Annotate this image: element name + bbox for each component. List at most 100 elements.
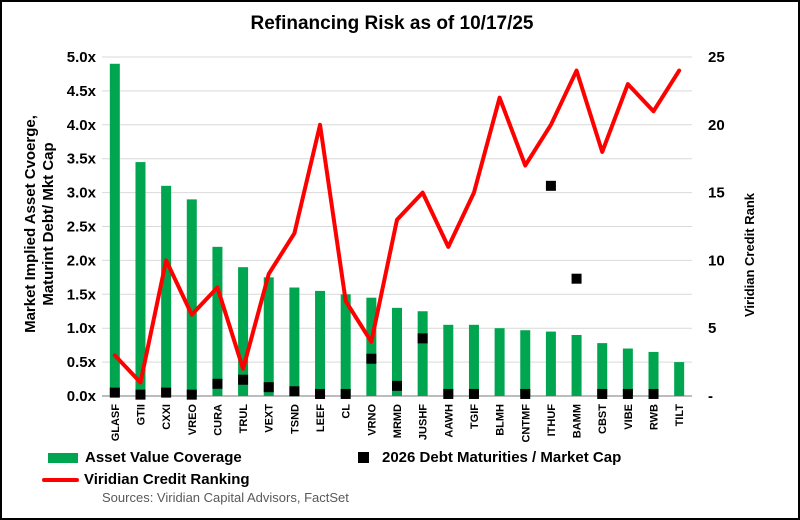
bar-RWB (648, 351, 659, 396)
bar-AAWH (443, 324, 454, 396)
square-TRUL (238, 374, 249, 385)
credit-ranking-line (112, 68, 682, 385)
category-label-TSND: TSND (289, 404, 301, 434)
category-label-AAWH: AAWH (443, 404, 455, 438)
bar-CL (340, 294, 351, 396)
category-label-VRNO: VRNO (366, 404, 378, 436)
square-TSND (289, 386, 300, 397)
bar-BAMM (571, 334, 582, 396)
source-note: Sources: Viridian Capital Advisors, Fact… (102, 490, 349, 505)
square-CBST (597, 388, 608, 399)
right-axis-tick: 20 (708, 117, 725, 134)
square-MRMD (392, 380, 402, 391)
square-VRNO (366, 353, 377, 364)
category-label-CBST: CBST (597, 404, 609, 434)
bar-series-swatch (48, 452, 78, 463)
category-label-VIBE: VIBE (623, 404, 635, 430)
square-GLASF (109, 387, 120, 398)
bar-ITHUF (545, 331, 556, 396)
left-axis-tick: 1.5x (67, 286, 97, 303)
category-label-BLMH: BLMH (495, 404, 507, 436)
square-GTII (135, 389, 146, 400)
legend-item-credit-ranking: Viridian Credit Ranking (42, 471, 250, 488)
bar-TRUL (238, 267, 249, 396)
bar-CURA (212, 246, 223, 396)
right-axis-tick: 15 (708, 185, 725, 202)
left-axis-tick: 0.5x (67, 354, 97, 371)
bar-BLMH (494, 328, 505, 396)
left-axis-tick: 1.0x (67, 320, 97, 337)
bar-JUSHF (417, 311, 428, 396)
square-VIBE (622, 388, 633, 399)
category-label-CL: CL (341, 404, 353, 419)
legend-label-credit-ranking: Viridian Credit Ranking (84, 471, 250, 488)
bar-GTII (135, 162, 146, 396)
category-label-GLASF: GLASF (110, 404, 122, 442)
category-label-TRUL: TRUL (238, 404, 250, 434)
square-TGIF (468, 388, 479, 399)
square-ITHUF (545, 180, 556, 191)
bar-VEXT (263, 277, 274, 396)
bar-CXXI (161, 185, 172, 396)
category-label-GTII: GTII (135, 404, 147, 425)
left-axis-tick: 0.0x (67, 388, 97, 405)
right-axis-tick: 10 (708, 252, 725, 269)
square-AAWH (443, 388, 454, 399)
line-series-swatch (42, 477, 79, 482)
square-CURA (212, 378, 223, 389)
left-axis-tick: 2.5x (67, 219, 97, 236)
square-LEEF (315, 388, 326, 399)
square-CNTMF (520, 388, 531, 399)
left-axis-tick: 3.5x (67, 151, 97, 168)
category-label-TILT: TILT (674, 404, 686, 427)
bar-TGIF (468, 324, 479, 396)
category-label-JUSHF: JUSHF (418, 404, 430, 440)
bar-VRNO (366, 297, 377, 396)
category-label-BAMM: BAMM (572, 404, 584, 438)
square-CL (340, 388, 351, 399)
square-RWB (648, 388, 659, 399)
right-axis-tick: 5 (708, 320, 716, 337)
bar-LEEF (315, 290, 326, 396)
category-label-VEXT: VEXT (264, 404, 276, 433)
square-CXXI (161, 387, 172, 398)
left-axis-tick: 4.0x (67, 117, 97, 134)
category-label-CNTMF: CNTMF (520, 404, 532, 443)
category-label-TGIF: TGIF (469, 404, 481, 429)
legend-item-asset-value-coverage: Asset Value Coverage (48, 449, 242, 466)
square-VEXT (263, 382, 274, 393)
right-axis-tick: - (708, 388, 713, 405)
bar-VIBE (622, 348, 633, 396)
right-axis-tick: 25 (708, 49, 725, 66)
bar-TSND (289, 287, 300, 396)
left-axis-tick: 3.0x (67, 185, 97, 202)
square-series-swatch (358, 452, 369, 463)
bar-GLASF (109, 63, 120, 396)
bar-CNTMF (520, 330, 531, 396)
square-VREO (186, 389, 197, 400)
bar-CBST (597, 343, 608, 396)
category-label-RWB: RWB (649, 404, 661, 430)
bar-MRMD (392, 307, 402, 396)
left-axis-title: Maturint Debt/ Mkt Cap (40, 142, 57, 305)
left-axis-tick: 4.5x (67, 83, 97, 100)
category-label-LEEF: LEEF (315, 404, 327, 432)
right-axis-title: Viridian Credit Rank (742, 192, 757, 317)
left-axis-tick: 2.0x (67, 252, 97, 269)
category-label-VREO: VREO (187, 404, 199, 436)
square-BAMM (571, 273, 582, 284)
category-label-CXXI: CXXI (161, 404, 173, 430)
category-label-ITHUF: ITHUF (546, 404, 558, 437)
legend-label-debt-maturities: 2026 Debt Maturities / Market Cap (382, 449, 622, 466)
legend-item-debt-maturities: 2026 Debt Maturities / Market Cap (358, 449, 621, 466)
bar-TILT (674, 362, 685, 396)
left-axis-tick: 5.0x (67, 49, 97, 66)
chart-title: Refinancing Risk as of 10/17/25 (250, 13, 534, 34)
bar-VREO (186, 199, 197, 396)
category-label-MRMD: MRMD (392, 404, 404, 438)
legend-label-asset-value-coverage: Asset Value Coverage (85, 449, 242, 466)
category-label-CURA: CURA (212, 404, 224, 436)
left-axis-title: Market Implied Asset Cvoerge, (22, 115, 39, 333)
